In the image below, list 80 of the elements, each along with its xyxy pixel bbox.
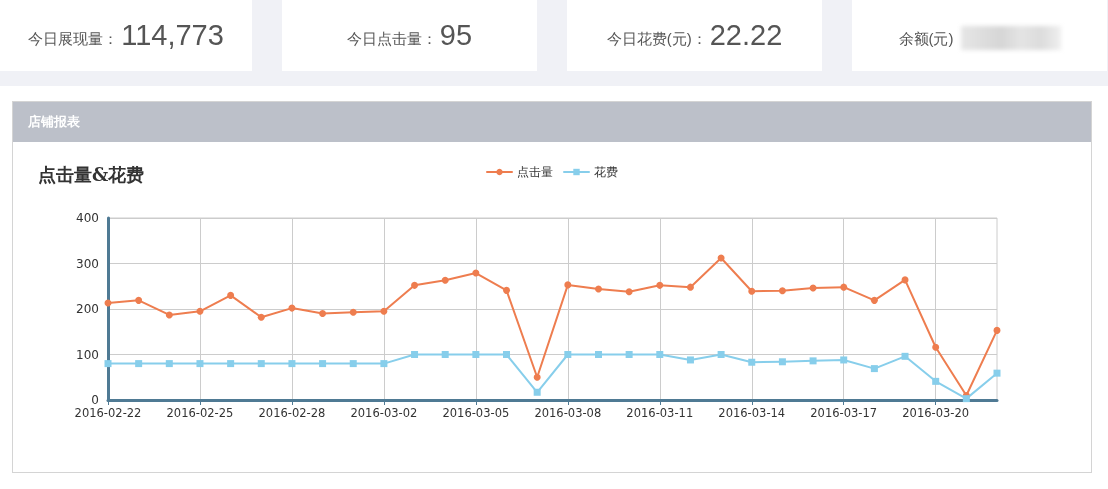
legend-label: 花费: [594, 165, 618, 179]
point: [196, 360, 204, 368]
point: [809, 357, 817, 365]
point: [840, 283, 848, 291]
point: [503, 351, 511, 358]
point: [349, 360, 357, 368]
x-tick-label: 2016-03-08: [534, 406, 602, 420]
text: 今日点击量：: [346, 30, 437, 49]
point: [870, 365, 878, 373]
point: [196, 307, 204, 315]
chart-title: 点击量&花费: [38, 163, 145, 185]
point: [319, 310, 327, 318]
point: [411, 351, 419, 358]
point: [533, 388, 541, 396]
point: [932, 343, 940, 351]
point: [686, 356, 694, 364]
y-tick-label: 300: [76, 256, 99, 271]
text: 今日花费(元)：: [606, 30, 707, 49]
point: [380, 307, 388, 315]
x-tick-label: 2016-02-25: [166, 406, 234, 420]
y-tick-label: 100: [76, 347, 99, 362]
point: [778, 287, 786, 295]
point: [656, 351, 664, 358]
point: [594, 285, 602, 293]
x-tick-label: 2016-03-02: [350, 406, 418, 420]
point: [257, 360, 265, 368]
x-tick-label: 2016-02-28: [258, 406, 326, 420]
point: [748, 358, 756, 366]
text: 余额(元): [898, 30, 954, 49]
x-tick-label: 2016-03-20: [902, 406, 970, 420]
point: [104, 360, 112, 368]
point: [533, 373, 541, 381]
text: 95: [439, 19, 473, 52]
point: [319, 360, 327, 368]
x-tick-label: 2016-03-05: [442, 406, 510, 420]
point: [257, 313, 265, 321]
point: [870, 296, 878, 304]
point: [625, 288, 633, 296]
point: [717, 351, 725, 358]
y-tick-label: 200: [76, 302, 99, 316]
legend-label: 点击量: [517, 165, 553, 179]
point: [227, 291, 235, 299]
point: [380, 360, 388, 368]
point: [564, 351, 572, 358]
point: [594, 351, 602, 358]
point: [441, 351, 449, 358]
point: [288, 360, 296, 368]
text: 店铺报表: [28, 114, 80, 129]
point: [349, 308, 357, 316]
point: [778, 358, 786, 366]
point: [472, 269, 480, 277]
point: [840, 356, 848, 364]
point: [135, 296, 143, 304]
y-tick-label: 400: [76, 211, 99, 225]
point: [564, 281, 572, 289]
point: [748, 287, 756, 295]
point: [901, 352, 909, 360]
point: [227, 360, 235, 368]
point: [932, 377, 940, 385]
x-tick-label: 2016-02-22: [74, 406, 142, 420]
point: [656, 281, 664, 289]
point: [165, 360, 173, 368]
point: [472, 351, 480, 358]
point: [411, 281, 419, 289]
point: [993, 369, 1001, 377]
x-tick-label: 2016-03-14: [718, 406, 786, 420]
point: [686, 283, 694, 291]
text: 114,773: [121, 19, 224, 52]
point: [135, 360, 143, 368]
point: [993, 326, 1001, 334]
x-tick-label: 2016-03-11: [626, 406, 694, 420]
y-tick-label: 0: [91, 393, 99, 407]
text: 今日展现量：: [28, 30, 119, 49]
point: [503, 286, 511, 294]
text: 22.22: [709, 19, 783, 52]
point: [441, 276, 449, 284]
point: [625, 351, 633, 358]
x-tick-label: 2016-03-17: [810, 406, 878, 420]
point: [962, 395, 970, 403]
point: [165, 311, 173, 319]
